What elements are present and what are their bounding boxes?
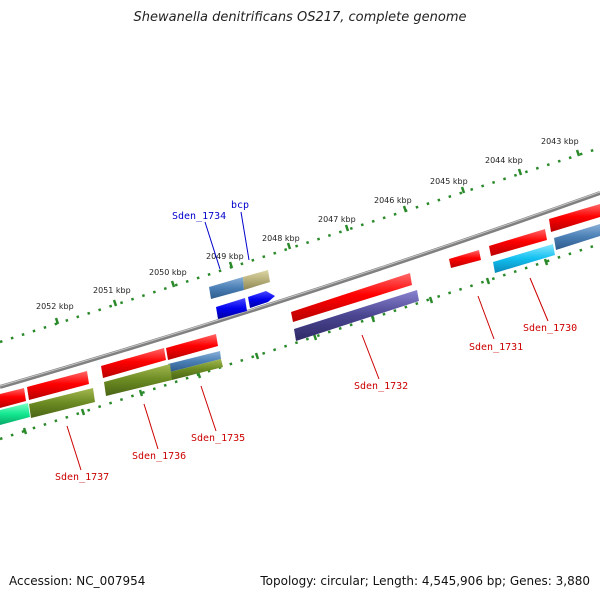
inner-major-ticks bbox=[22, 258, 549, 435]
tick-label-2045: 2045 kbp bbox=[430, 177, 468, 186]
gene-feature[interactable] bbox=[248, 291, 275, 308]
gene-feature[interactable] bbox=[0, 388, 26, 408]
tick-label-2049: 2049 kbp bbox=[206, 252, 244, 261]
gene-feature[interactable] bbox=[291, 273, 412, 322]
gene-feature[interactable] bbox=[209, 277, 244, 299]
scale-labels: 2043 kbp 2044 kbp 2045 kbp 2046 kbp 2047… bbox=[36, 137, 579, 311]
gene-feature[interactable] bbox=[216, 298, 247, 319]
tick-label-2043: 2043 kbp bbox=[541, 137, 579, 146]
gene-label-sden-1736: Sden_1736 bbox=[132, 451, 186, 462]
gene-feature[interactable] bbox=[29, 388, 95, 418]
gene-label-sden-1732: Sden_1732 bbox=[354, 381, 408, 392]
accession-text: Accession: NC_007954 bbox=[9, 574, 146, 588]
gene-feature[interactable] bbox=[493, 244, 555, 273]
gene-label-sden-1735: Sden_1735 bbox=[191, 433, 245, 444]
gene-feature[interactable] bbox=[449, 250, 481, 268]
label-leaders bbox=[66, 211, 549, 471]
gene-feature[interactable] bbox=[170, 359, 223, 380]
outer-major-ticks bbox=[54, 149, 581, 325]
gene-feature[interactable] bbox=[554, 224, 600, 250]
gene-feature[interactable] bbox=[489, 229, 547, 256]
gene-feature[interactable] bbox=[104, 364, 172, 396]
map-title: Shewanella denitrificans OS217, complete… bbox=[133, 10, 467, 25]
genome-backbone bbox=[0, 191, 600, 389]
forward-strand-features bbox=[209, 270, 275, 319]
gene-labels: Sden_1734 bcp Sden_1730 Sden_1731 Sden_1… bbox=[55, 200, 577, 483]
gene-feature[interactable] bbox=[166, 334, 218, 360]
tick-label-2050: 2050 kbp bbox=[149, 268, 187, 277]
tick-label-2051: 2051 kbp bbox=[93, 286, 131, 295]
gene-feature[interactable] bbox=[549, 204, 600, 232]
outer-scale-line bbox=[0, 146, 600, 344]
gene-feature[interactable] bbox=[101, 348, 166, 378]
gene-label-bcp: bcp bbox=[231, 200, 249, 211]
gene-feature[interactable] bbox=[168, 351, 221, 372]
gene-label-sden-1737: Sden_1737 bbox=[55, 472, 109, 483]
inner-scale-line bbox=[0, 242, 600, 441]
tick-label-2048: 2048 kbp bbox=[262, 234, 300, 243]
tick-label-2052: 2052 kbp bbox=[36, 302, 74, 311]
gene-label-sden-1731: Sden_1731 bbox=[469, 342, 523, 353]
tick-label-2047: 2047 kbp bbox=[318, 215, 356, 224]
tick-label-2044: 2044 kbp bbox=[485, 156, 523, 165]
gene-label-sden-1734: Sden_1734 bbox=[172, 211, 226, 222]
reverse-strand-features bbox=[0, 204, 600, 425]
genome-summary-text: Topology: circular; Length: 4,545,906 bp… bbox=[260, 574, 590, 588]
gene-label-sden-1730: Sden_1730 bbox=[523, 323, 577, 334]
gene-feature[interactable] bbox=[27, 371, 89, 400]
gene-feature[interactable] bbox=[0, 403, 30, 425]
tick-label-2046: 2046 kbp bbox=[374, 196, 412, 205]
gene-feature[interactable] bbox=[243, 270, 270, 290]
gene-feature[interactable] bbox=[294, 290, 419, 341]
